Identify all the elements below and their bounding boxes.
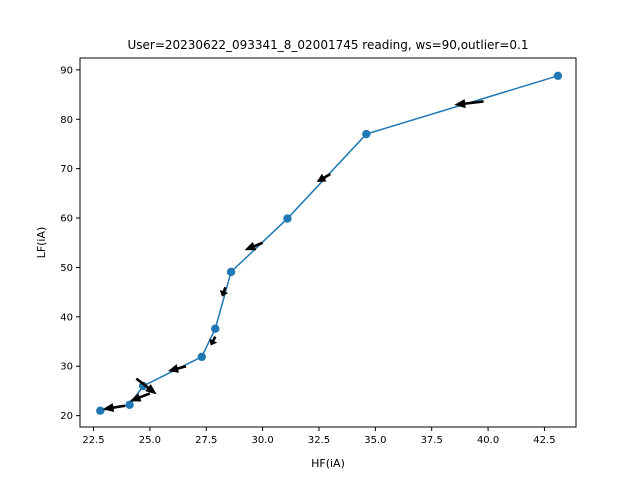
y-tick-label: 70 xyxy=(60,164,73,175)
arrow-shape xyxy=(135,377,157,395)
y-tick-label: 60 xyxy=(60,214,73,225)
arrow-shape xyxy=(167,364,187,373)
data-point xyxy=(553,71,563,80)
data-point xyxy=(197,352,206,362)
direction-arrow xyxy=(135,377,157,395)
y-tick-label: 50 xyxy=(60,263,73,274)
x-tick-label: 40.0 xyxy=(477,435,499,446)
y-tick-label: 90 xyxy=(60,65,73,76)
data-point xyxy=(125,400,134,409)
direction-arrow xyxy=(102,403,126,412)
data-point xyxy=(362,129,371,139)
y-tick-label: 20 xyxy=(60,411,73,422)
arrow-shape xyxy=(244,241,264,251)
direction-arrow xyxy=(209,336,218,346)
data-point xyxy=(226,267,236,277)
arrow-shape xyxy=(209,336,218,346)
direction-arrows xyxy=(102,99,484,412)
direction-arrow xyxy=(129,392,151,402)
x-axis-label: HF(iA) xyxy=(311,457,345,470)
direction-arrow xyxy=(244,241,264,251)
arrow-shape xyxy=(316,172,331,182)
x-tick-label: 30.0 xyxy=(251,435,273,446)
x-tick-label: 42.5 xyxy=(533,435,555,446)
arrow-shape xyxy=(454,99,484,109)
data-point xyxy=(211,324,220,333)
x-tick-label: 37.5 xyxy=(421,435,443,446)
y-axis-label: LF(iA) xyxy=(35,227,48,259)
data-point xyxy=(96,406,105,415)
chart-title: User=20230622_093341_8_02001745 reading,… xyxy=(127,38,528,52)
arrow-shape xyxy=(219,286,229,297)
y-tick-label: 30 xyxy=(60,362,73,373)
axes-frame xyxy=(79,57,577,428)
x-tick-label: 27.5 xyxy=(195,435,217,446)
x-tick-label: 22.5 xyxy=(82,435,104,446)
x-tick-label: 32.5 xyxy=(308,435,330,446)
direction-arrow xyxy=(167,364,187,373)
y-tick-label: 80 xyxy=(60,115,73,126)
axis-ticks: 22.5 25.0 27.5 30.0 32.5 35.0 37.5 40.0 42.5 20 30… xyxy=(60,65,555,446)
direction-arrow xyxy=(454,99,484,109)
arrow-shape xyxy=(102,403,126,412)
x-tick-label: 35.0 xyxy=(364,435,386,446)
direction-arrow xyxy=(219,286,229,297)
arrow-shape xyxy=(129,392,151,402)
direction-arrow xyxy=(316,172,331,182)
y-tick-label: 40 xyxy=(60,312,73,323)
data-point xyxy=(283,214,292,223)
x-tick-label: 25.0 xyxy=(139,435,161,446)
